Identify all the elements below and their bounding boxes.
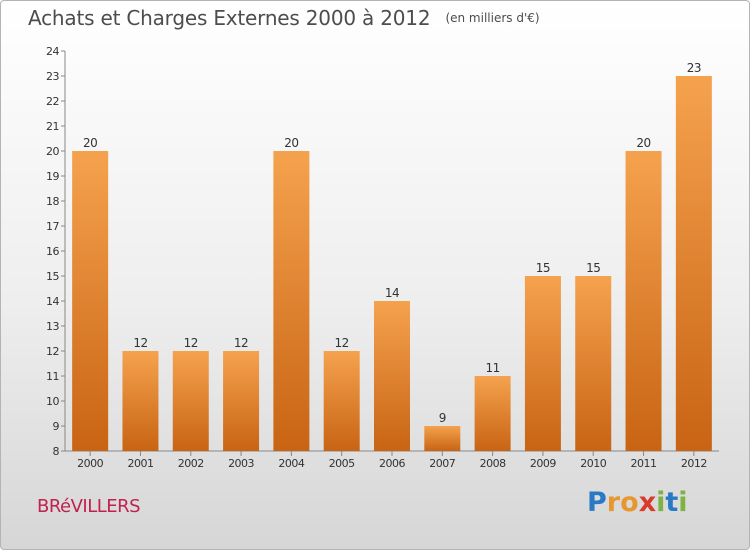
data-label: 20 [83, 136, 97, 150]
bar-2010 [575, 276, 612, 451]
logo-letter: i [678, 487, 688, 518]
proxiti-logo[interactable]: Proxiti [587, 487, 688, 518]
x-tick-label: 2004 [278, 457, 304, 470]
bar-2012 [675, 76, 712, 451]
y-tick-label: 15 [46, 270, 59, 283]
logo-letter: o [620, 487, 639, 518]
town-name: BRéVILLERS [37, 496, 141, 517]
y-tick-label: 14 [46, 295, 59, 308]
data-label: 20 [636, 136, 650, 150]
bar-2001 [122, 351, 159, 451]
y-tick-label: 13 [46, 320, 59, 333]
bar-2005 [323, 351, 360, 451]
logo-letter: P [587, 487, 607, 518]
bar-2011 [625, 151, 662, 451]
data-label: 23 [687, 61, 701, 75]
data-label: 12 [133, 336, 147, 350]
bars [72, 76, 712, 451]
bar-2003 [223, 351, 260, 451]
bar-2006 [374, 301, 410, 451]
chart-subtitle: (en milliers d'€) [445, 11, 540, 25]
bar-2008 [474, 376, 511, 451]
data-label: 11 [485, 361, 499, 375]
x-tick-label: 2006 [379, 457, 405, 470]
x-axis: 2000 2001 2002 2003 2004 2005 2006 2007 2008 2009… [65, 450, 719, 470]
bar-2004 [273, 151, 310, 451]
y-tick-label: 12 [46, 345, 59, 358]
x-tick-label: 2008 [480, 457, 506, 470]
y-tick-label: 16 [46, 245, 59, 258]
x-tick-label: 2009 [530, 457, 556, 470]
y-tick-label: 17 [46, 220, 59, 233]
chart-title: Achats et Charges Externes 2000 à 2012 [28, 6, 431, 30]
y-tick-label: 22 [46, 95, 59, 108]
bar-2007 [424, 426, 461, 451]
title-row: Achats et Charges Externes 2000 à 2012 (… [28, 6, 540, 30]
x-tick-label: 2002 [178, 457, 204, 470]
y-tick-label: 11 [46, 370, 59, 383]
logo-letter: x [638, 487, 657, 518]
x-tick-label: 2001 [127, 457, 153, 470]
x-tick-label: 2000 [77, 457, 103, 470]
data-label: 15 [586, 261, 600, 275]
x-tick-label: 2010 [580, 457, 606, 470]
y-tick-label: 21 [46, 120, 59, 133]
x-tick-label: 2003 [228, 457, 254, 470]
data-label: 12 [335, 336, 349, 350]
data-labels: 20 12 12 12 20 12 14 9 11 15 15 20 23 [83, 61, 701, 425]
data-label: 12 [234, 336, 248, 350]
x-tick-label: 2011 [631, 457, 657, 470]
y-tick-label: 23 [46, 70, 59, 83]
x-tick-label: 2005 [329, 457, 355, 470]
x-tick-label: 2007 [429, 457, 455, 470]
data-label: 9 [439, 411, 446, 425]
y-tick-label: 20 [46, 145, 59, 158]
data-label: 14 [385, 286, 399, 300]
y-tick-label: 24 [46, 45, 59, 58]
logo-letter: t [665, 487, 679, 518]
x-tick-label: 2012 [681, 457, 707, 470]
bar-2009 [524, 276, 561, 451]
y-tick-label: 18 [46, 195, 59, 208]
data-label: 15 [536, 261, 550, 275]
y-tick-label: 10 [46, 395, 59, 408]
data-label: 12 [184, 336, 198, 350]
logo-letter: r [606, 487, 621, 518]
y-axis: 8 9 10 11 12 13 14 15 16 17 18 19 20 21 22 23 24 [46, 45, 66, 458]
y-tick-label: 9 [53, 420, 60, 433]
y-tick-label: 19 [46, 170, 59, 183]
y-tick-label: 8 [53, 445, 60, 458]
logo-letter: i [656, 487, 666, 518]
data-label: 20 [284, 136, 298, 150]
bar-2000 [72, 151, 109, 451]
bar-2002 [172, 351, 209, 451]
